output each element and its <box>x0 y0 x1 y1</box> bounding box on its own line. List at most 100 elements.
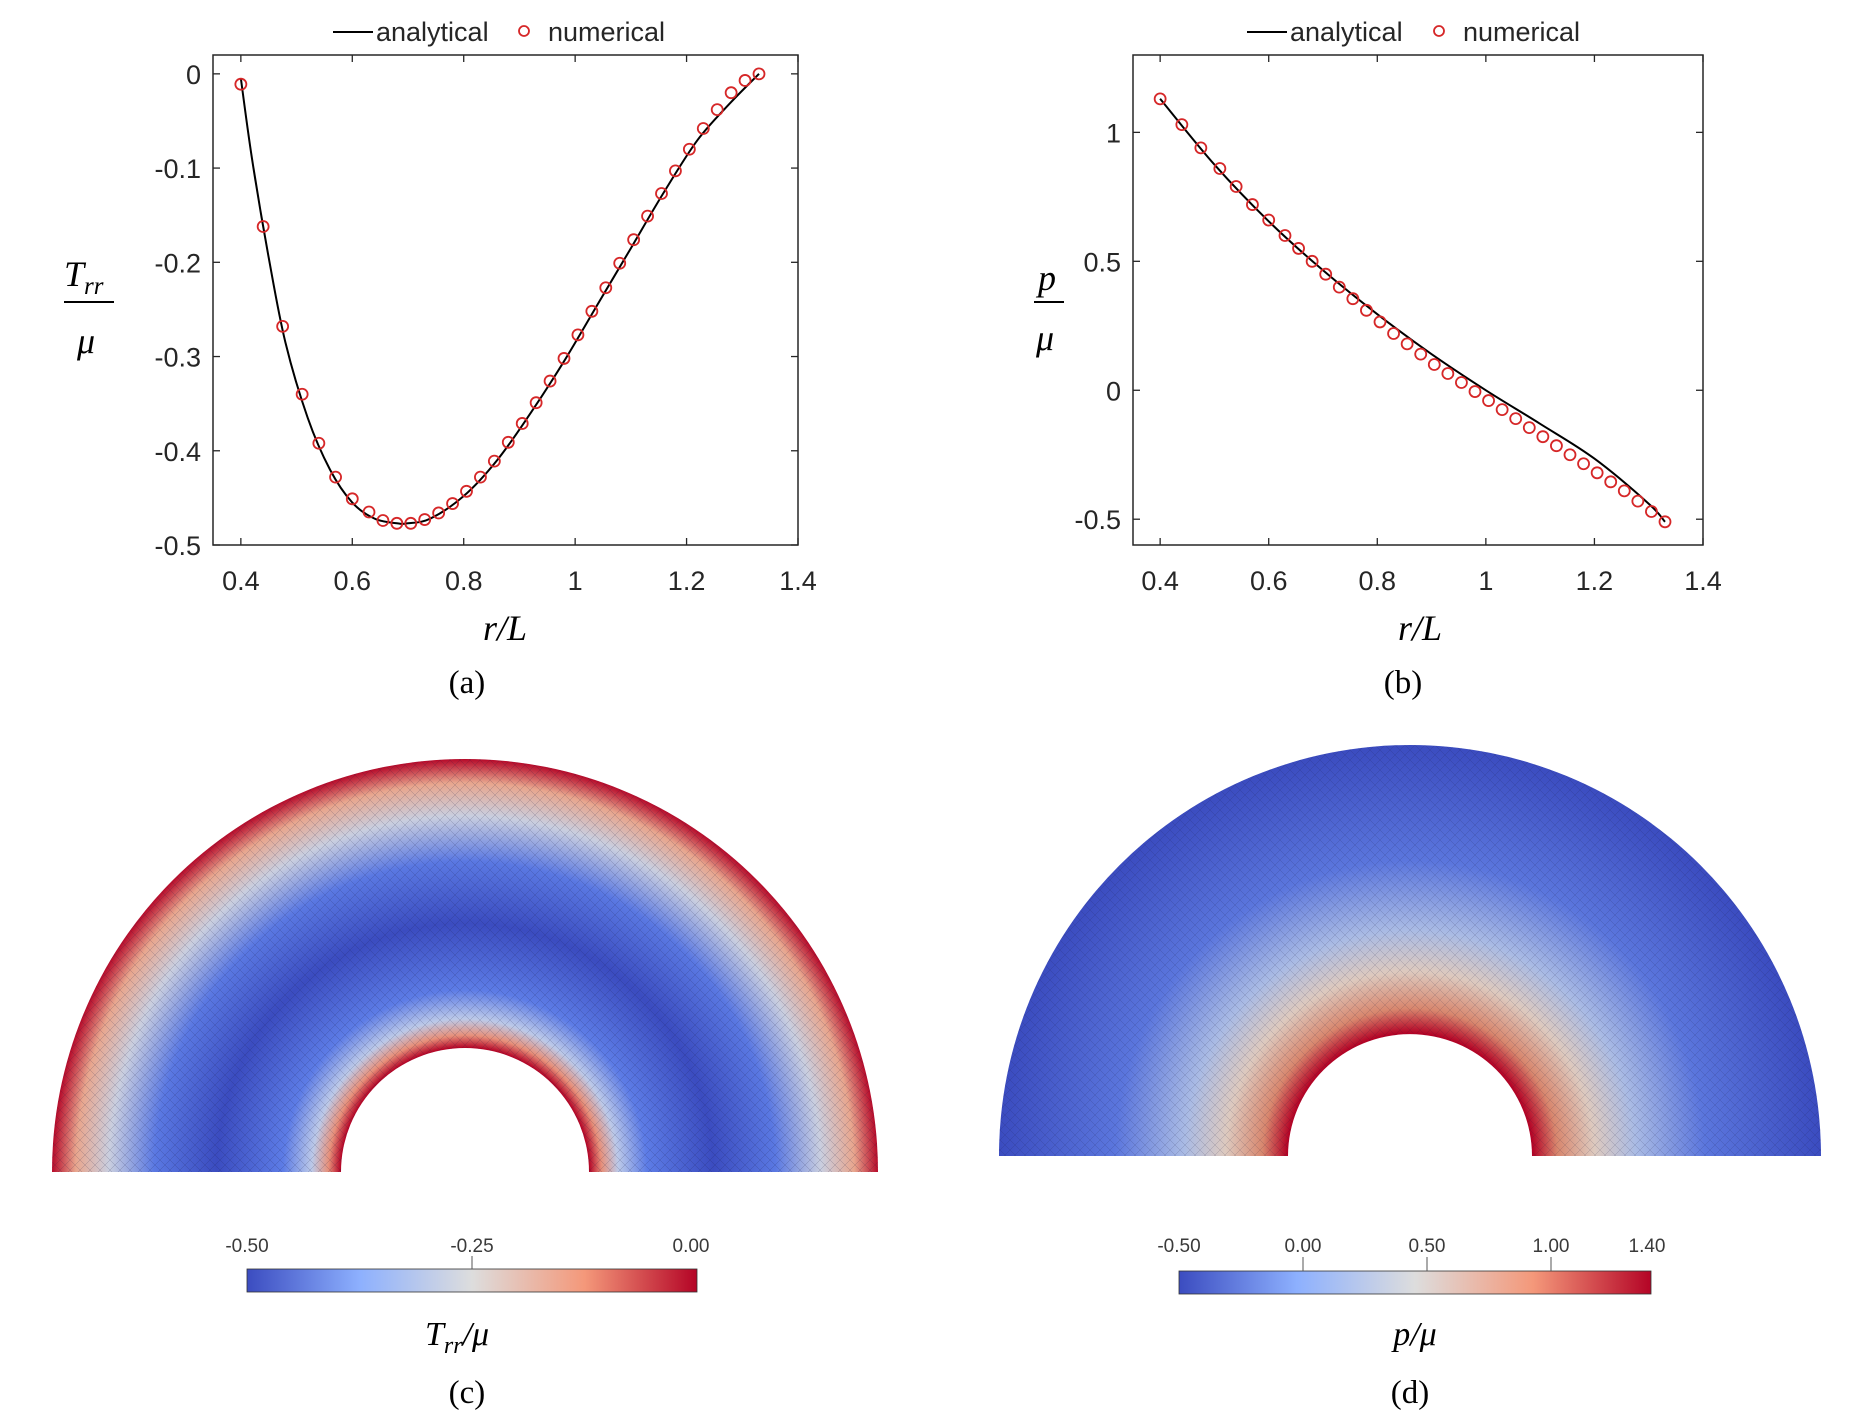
plot-b-ylabel-num: p <box>1035 258 1056 298</box>
colorbar-c: -0.50 -0.25 0.00 <box>225 1236 710 1293</box>
a-numerical-point-0 <box>234 77 248 91</box>
plot-a-xlabel: r/L <box>483 608 527 648</box>
a-numerical-point-8 <box>376 514 390 527</box>
a-numerical-point-25 <box>613 256 627 270</box>
b-numerical-point-32 <box>1617 484 1631 498</box>
a-xtick-label-5: 1.4 <box>779 566 817 596</box>
colorbar-c-label-den: /μ <box>461 1316 490 1353</box>
plot-b-numerical-markers <box>1153 92 1672 529</box>
b-numerical-point-9 <box>1305 254 1319 268</box>
colorbar-d-bar <box>1178 1270 1652 1295</box>
a-numerical-point-13 <box>446 497 459 510</box>
svg-text:Trr: Trr <box>64 254 104 300</box>
colorbar-d: -0.50 0.00 0.50 1.00 1.40 <box>1157 1236 1665 1295</box>
a-ytick-label-4: -0.4 <box>154 437 201 467</box>
annulus-c-mesh <box>52 759 878 1172</box>
b-numerical-point-28 <box>1563 448 1577 462</box>
panel-d: -0.50 0.00 0.50 1.00 1.40 p/μ (d) <box>999 745 1821 1411</box>
a-numerical-point-30 <box>682 142 696 156</box>
plot-b-axes-box <box>1132 54 1704 546</box>
b-numerical-point-20 <box>1455 376 1468 389</box>
colorbar-c-tick-max: 0.00 <box>673 1236 710 1257</box>
a-numerical-point-6 <box>345 492 359 506</box>
a-numerical-point-26 <box>627 233 641 247</box>
b-numerical-point-13 <box>1360 303 1373 317</box>
b-numerical-point-0 <box>1153 92 1167 106</box>
b-ytick-label-3: -0.5 <box>1074 505 1121 535</box>
plot-b-xticks: 0.4 0.6 0.8 1 1.2 1.4 <box>1141 55 1722 596</box>
plot-b-ylabel: p μ <box>1034 258 1064 358</box>
b-numerical-point-25 <box>1522 421 1536 435</box>
a-numerical-point-3 <box>295 387 309 401</box>
b-xtick-label-0: 0.4 <box>1141 566 1179 596</box>
b-numerical-point-1 <box>1175 118 1189 132</box>
b-numerical-point-29 <box>1577 457 1590 471</box>
a-numerical-point-15 <box>474 470 487 484</box>
caption-b: (b) <box>1384 665 1422 701</box>
a-numerical-point-29 <box>669 164 682 178</box>
plot-a-analytical-line <box>239 73 760 525</box>
b-numerical-point-16 <box>1400 337 1414 351</box>
plot-a-ylabel-T: T <box>64 254 87 294</box>
b-numerical-point-12 <box>1346 292 1360 306</box>
a-ytick-label-5: -0.5 <box>154 531 201 561</box>
a-xtick-label-3: 1 <box>568 566 583 596</box>
plot-a-legend: analytical numerical <box>333 17 665 47</box>
a-ytick-label-1: -0.1 <box>154 154 201 184</box>
a-numerical-point-31 <box>696 122 710 135</box>
legend-a-marker-swatch <box>518 25 530 37</box>
plot-a-ylabel-sub: rr <box>84 273 104 300</box>
a-numerical-point-5 <box>329 470 342 484</box>
legend-a-numerical: numerical <box>548 17 665 47</box>
b-numerical-point-35 <box>1658 515 1672 529</box>
a-numerical-point-7 <box>362 505 376 519</box>
plot-b-yticks: 1 0.5 0 -0.5 <box>1074 118 1703 535</box>
b-numerical-point-33 <box>1631 494 1645 508</box>
b-numerical-point-21 <box>1468 385 1482 398</box>
a-numerical-point-33 <box>724 86 738 100</box>
a-numerical-point-34 <box>738 74 752 87</box>
a-numerical-point-19 <box>529 396 543 410</box>
b-xtick-label-5: 1.4 <box>1684 566 1722 596</box>
colorbar-c-tick-min: -0.50 <box>225 1236 268 1257</box>
a-numerical-point-21 <box>557 352 571 365</box>
a-numerical-point-12 <box>432 506 446 520</box>
b-numerical-point-5 <box>1246 198 1259 211</box>
colorbar-c-label: Trr/μ <box>425 1316 489 1359</box>
a-numerical-point-16 <box>487 454 501 468</box>
b-numerical-point-11 <box>1332 280 1346 294</box>
b-numerical-point-19 <box>1441 367 1455 380</box>
caption-d: (d) <box>1391 1375 1429 1411</box>
legend-a-analytical: analytical <box>376 17 489 47</box>
legend-b-analytical: analytical <box>1290 17 1403 47</box>
plot-a-ylabel: Trr μ <box>64 254 114 361</box>
legend-b-marker-swatch <box>1433 25 1445 37</box>
a-numerical-point-10 <box>404 516 418 530</box>
plot-a-yticks: 0 -0.1 -0.2 -0.3 -0.4 -0.5 <box>154 60 798 561</box>
colorbar-c-tick-mid-label: -0.25 <box>450 1236 493 1257</box>
a-numerical-point-11 <box>418 513 432 526</box>
colorbar-d-tick-label-0: -0.50 <box>1157 1236 1200 1257</box>
b-numerical-point-31 <box>1604 475 1618 489</box>
a-xtick-label-4: 1.2 <box>668 566 706 596</box>
colorbar-d-tick-label-3: 1.00 <box>1533 1236 1570 1257</box>
b-numerical-point-4 <box>1229 180 1243 193</box>
plot-b-ylabel-den: μ <box>1035 318 1054 358</box>
a-numerical-point-18 <box>515 417 529 430</box>
plot-b-analytical-line <box>1159 98 1666 523</box>
b-xtick-label-3: 1 <box>1478 566 1493 596</box>
a-numerical-point-24 <box>599 281 613 295</box>
panel-a: 0.4 0.6 0.8 1 1.2 1.4 0 -0.1 -0.2 -0.3 -0.4 -0.5 a… <box>64 17 817 701</box>
a-xtick-label-2: 0.8 <box>445 566 483 596</box>
colorbar-d-tick-label-2: 0.50 <box>1409 1236 1446 1257</box>
a-numerical-point-20 <box>543 374 557 388</box>
b-ytick-label-2: 0 <box>1106 376 1121 406</box>
a-numerical-point-35 <box>752 67 766 81</box>
a-xtick-label-0: 0.4 <box>222 566 260 596</box>
b-numerical-point-30 <box>1590 466 1604 480</box>
b-numerical-point-8 <box>1292 242 1305 255</box>
b-numerical-point-2 <box>1194 141 1208 155</box>
b-numerical-point-10 <box>1319 267 1333 281</box>
b-xtick-label-1: 0.6 <box>1250 566 1288 596</box>
